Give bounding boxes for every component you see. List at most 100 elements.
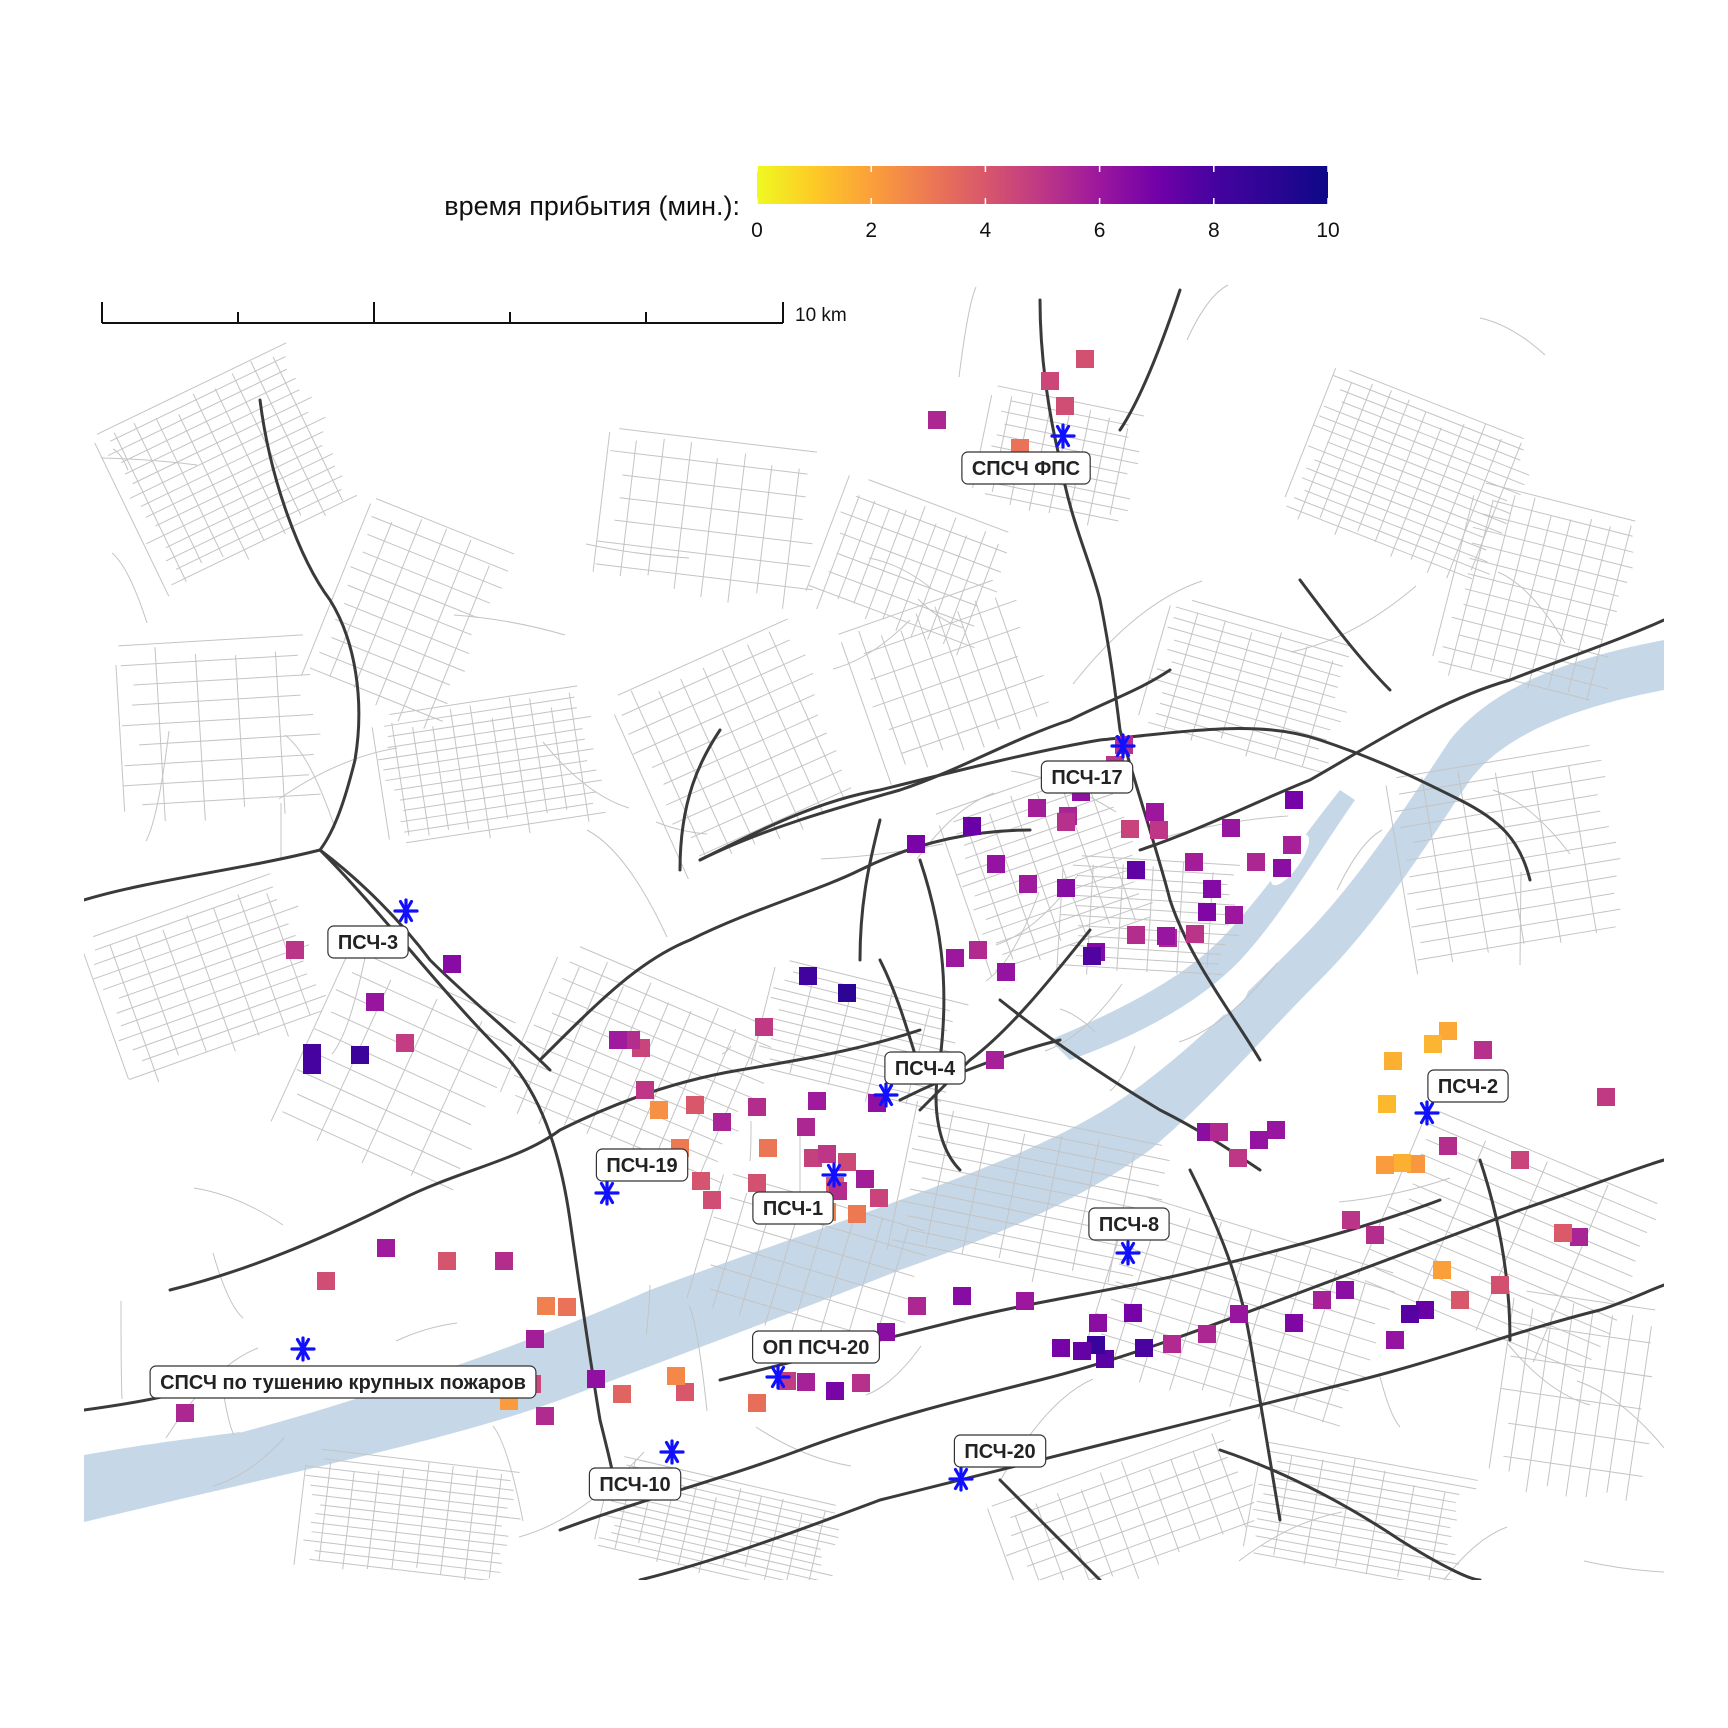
incident-square xyxy=(176,1404,194,1422)
incident-square xyxy=(826,1382,844,1400)
island xyxy=(1211,983,1249,1017)
incident-square xyxy=(1336,1281,1354,1299)
station-label-text: ПСЧ-10 xyxy=(599,1474,670,1496)
station-label-text: СПСЧ по тушению крупных пожаров xyxy=(160,1372,526,1394)
incident-square xyxy=(1127,926,1145,944)
incident-square xyxy=(1186,925,1204,943)
station-label-text: ПСЧ-2 xyxy=(1438,1076,1498,1098)
incident-square xyxy=(1056,397,1074,415)
incident-square xyxy=(907,835,925,853)
station-label-text: ПСЧ-8 xyxy=(1099,1214,1159,1236)
incident-square xyxy=(676,1383,694,1401)
incident-square xyxy=(1121,820,1139,838)
fire-station-marker-icon xyxy=(821,1162,847,1188)
major-roads xyxy=(84,288,1664,1580)
incident-square xyxy=(797,1373,815,1391)
incident-square xyxy=(1474,1041,1492,1059)
incident-square xyxy=(636,1081,654,1099)
fire-station-marker-icon xyxy=(1414,1100,1440,1126)
incident-square xyxy=(748,1394,766,1412)
incident-square xyxy=(1057,879,1075,897)
incident-square xyxy=(1163,1335,1181,1353)
incident-square xyxy=(1203,880,1221,898)
incident-square xyxy=(969,941,987,959)
station-label-text: ПСЧ-20 xyxy=(964,1441,1035,1463)
incident-square xyxy=(1247,853,1265,871)
incident-square xyxy=(1041,372,1059,390)
incident-square xyxy=(1150,821,1168,839)
incident-square xyxy=(537,1297,555,1315)
station-label: ПСЧ-17 xyxy=(1040,760,1134,794)
incident-square xyxy=(1439,1137,1457,1155)
incident-square xyxy=(1313,1291,1331,1309)
station-label: ПСЧ-1 xyxy=(752,1191,834,1225)
fire-station-marker-icon xyxy=(1050,423,1076,449)
incident-square xyxy=(1407,1155,1425,1173)
incident-square xyxy=(1076,350,1094,368)
incident-square xyxy=(748,1098,766,1116)
incident-square xyxy=(667,1367,685,1385)
fire-station-marker-icon xyxy=(659,1439,685,1465)
incident-square xyxy=(1028,799,1046,817)
station-label: СПСЧ ФПС xyxy=(961,451,1091,485)
legend-tick-label: 2 xyxy=(865,219,877,242)
station-labels: СПСЧ ФПС ПСЧ-17 ПСЧ-3 ПСЧ-4 ПСЧ-2 ПСЧ-19 ПСЧ-1… xyxy=(149,451,1509,1501)
incident-square xyxy=(1285,791,1303,809)
incident-square xyxy=(1366,1226,1384,1244)
station-label-text: ОП ПСЧ-20 xyxy=(763,1337,870,1359)
incident-square xyxy=(1057,813,1075,831)
incident-square xyxy=(856,1170,874,1188)
incident-square xyxy=(686,1096,704,1114)
station-label: ПСЧ-19 xyxy=(595,1148,689,1182)
incident-square xyxy=(495,1252,513,1270)
incident-square xyxy=(1124,1304,1142,1322)
incident-square xyxy=(1016,1292,1034,1310)
incident-square xyxy=(1157,927,1175,945)
incident-square xyxy=(1089,1314,1107,1332)
incident-square xyxy=(748,1174,766,1192)
incident-square xyxy=(1267,1121,1285,1139)
fire-station-marker-icon xyxy=(948,1466,974,1492)
station-label-text: ПСЧ-19 xyxy=(606,1155,677,1177)
incident-square xyxy=(870,1189,888,1207)
incident-square xyxy=(1222,819,1240,837)
incident-square xyxy=(838,1153,856,1171)
incident-square xyxy=(808,1092,826,1110)
incident-square xyxy=(1378,1095,1396,1113)
incident-square xyxy=(377,1239,395,1257)
legend-ticks: 0 2 4 6 8 10 xyxy=(751,166,1340,242)
incident-square xyxy=(1146,803,1164,821)
incident-square xyxy=(838,984,856,1002)
incident-square xyxy=(1439,1022,1457,1040)
incident-square xyxy=(286,941,304,959)
incident-square xyxy=(868,1094,886,1112)
legend-tick-label: 6 xyxy=(1094,219,1106,242)
incident-square xyxy=(877,1323,895,1341)
incident-square xyxy=(953,1287,971,1305)
incident-square xyxy=(613,1385,631,1403)
incident-square xyxy=(986,1051,1004,1069)
incident-square xyxy=(848,1205,866,1223)
incident-square xyxy=(1491,1276,1509,1294)
station-label: СПСЧ по тушению крупных пожаров xyxy=(149,1365,537,1399)
legend-title: время прибытия (мин.): xyxy=(444,191,740,221)
incident-square xyxy=(1019,875,1037,893)
incident-square xyxy=(1376,1156,1394,1174)
incident-square xyxy=(1083,947,1101,965)
incident-square xyxy=(317,1272,335,1290)
incident-square xyxy=(1424,1035,1442,1053)
incident-square xyxy=(755,1018,773,1036)
station-label-text: СПСЧ ФПС xyxy=(972,458,1080,480)
fire-station-marker-icon xyxy=(765,1364,791,1390)
fire-station-marker-icon xyxy=(393,898,419,924)
incident-square xyxy=(536,1407,554,1425)
station-label: ПСЧ-20 xyxy=(953,1434,1047,1468)
incident-square xyxy=(928,411,946,429)
incident-square xyxy=(1127,861,1145,879)
river xyxy=(84,640,1664,1522)
incident-square xyxy=(703,1191,721,1209)
incident-square xyxy=(1401,1305,1419,1323)
incident-square xyxy=(852,1374,870,1392)
